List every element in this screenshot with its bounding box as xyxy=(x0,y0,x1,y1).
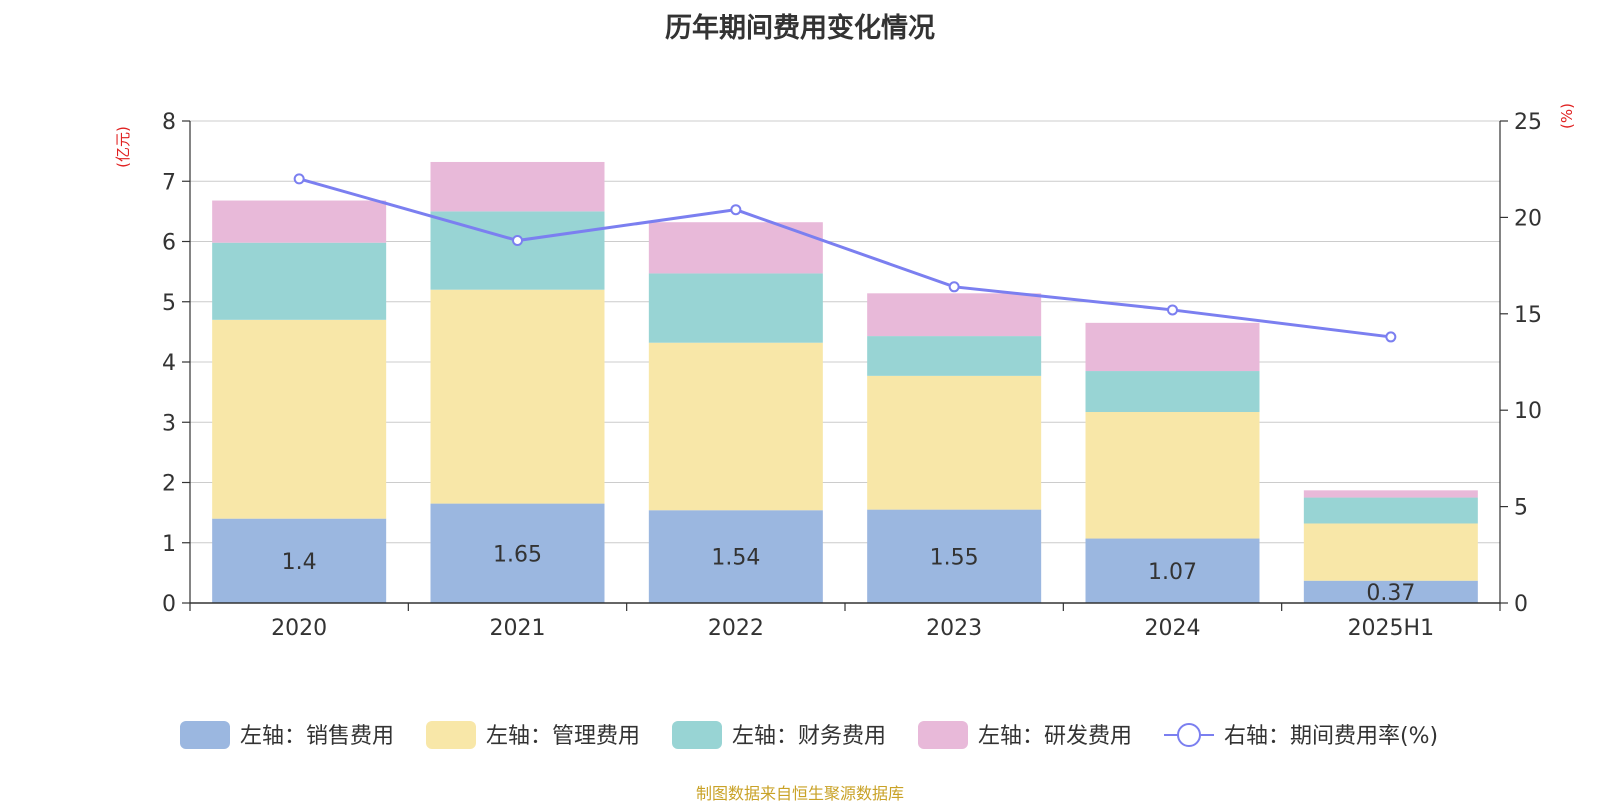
legend-swatch xyxy=(180,721,230,749)
chart-area: 0 1 2 3 4 5 6 7 8 0 5 10 15 20 25 2020 2021 2022 2023 2024 2… xyxy=(114,103,1576,749)
bar-segment-3-2024 xyxy=(1085,371,1260,413)
rate-point xyxy=(512,235,523,247)
bar-segment-2-2021 xyxy=(430,289,605,504)
bar-segment-1-2024 xyxy=(1085,538,1260,603)
legend-swatch xyxy=(672,721,722,749)
left-tick-label: 0 xyxy=(162,592,176,617)
right-axis-unit: (%) xyxy=(1558,103,1576,129)
legend-label: 左轴：管理费用 xyxy=(486,724,640,749)
bar-segment-3-2025H1 xyxy=(1303,497,1478,524)
legend[interactable]: 左轴：销售费用 左轴：管理费用 左轴：财务费用 左轴：研发费用 右轴：期间费用率(%) xyxy=(180,721,1438,749)
left-axis-unit: (亿元) xyxy=(114,126,132,168)
right-tick-label: 20 xyxy=(1514,206,1542,231)
bar-value-label: 1.4 xyxy=(282,550,317,575)
grid-lines xyxy=(190,120,1500,604)
legend-label: 左轴：研发费用 xyxy=(978,724,1132,749)
bar-segment-3-2022 xyxy=(648,273,823,343)
bar-segment-2-2025H1 xyxy=(1303,523,1478,581)
left-tick-label: 1 xyxy=(162,532,176,557)
legend-label: 左轴：财务费用 xyxy=(732,724,886,749)
bar-segment-4-2020 xyxy=(212,200,387,243)
bar-segment-1-2022 xyxy=(648,510,823,603)
bar-segment-3-2020 xyxy=(212,242,387,320)
left-tick-label: 3 xyxy=(162,411,176,436)
bar-value-label: 1.65 xyxy=(493,542,542,567)
legend-item-3[interactable]: 左轴：财务费用 xyxy=(672,721,886,749)
right-tick-label: 0 xyxy=(1514,592,1528,617)
right-tick-label: 15 xyxy=(1514,303,1542,328)
legend-item-4[interactable]: 左轴：研发费用 xyxy=(918,721,1132,749)
legend-label: 左轴：销售费用 xyxy=(240,724,394,749)
left-tick-label: 4 xyxy=(162,351,176,376)
data-labels: 1.4 1.65 1.54 1.55 1.07 0.37 xyxy=(282,542,1416,606)
legend-item-1[interactable]: 左轴：销售费用 xyxy=(180,721,394,749)
x-tick-label: 2025H1 xyxy=(1348,616,1435,641)
chart-title: 历年期间费用变化情况 xyxy=(665,13,935,44)
legend-item-5[interactable]: 右轴：期间费用率(%) xyxy=(1164,723,1438,749)
legend-label: 右轴：期间费用率(%) xyxy=(1224,724,1438,749)
legend-swatch xyxy=(426,721,476,749)
x-tick-label: 2020 xyxy=(271,616,327,641)
bar-value-label: 1.55 xyxy=(930,545,979,570)
legend-item-2[interactable]: 左轴：管理费用 xyxy=(426,721,640,749)
rate-point xyxy=(948,281,960,293)
x-tick-label: 2024 xyxy=(1145,616,1201,641)
bar-value-label: 0.37 xyxy=(1366,581,1415,606)
bar-segment-2-2022 xyxy=(648,342,823,511)
rate-point xyxy=(1167,304,1178,316)
left-tick-label: 5 xyxy=(162,291,176,316)
bar-segment-2-2020 xyxy=(212,319,387,519)
bar-segment-4-2023 xyxy=(867,293,1042,337)
bar-segment-2-2024 xyxy=(1085,412,1260,539)
right-tick-label: 5 xyxy=(1514,496,1528,521)
x-tick-label: 2023 xyxy=(926,616,982,641)
bar-segment-3-2023 xyxy=(867,336,1042,376)
left-tick-label: 7 xyxy=(162,170,176,195)
bar-value-label: 1.54 xyxy=(711,546,760,571)
x-tick-label: 2021 xyxy=(490,616,546,641)
bar-segment-4-2024 xyxy=(1085,322,1260,372)
x-tick-label: 2022 xyxy=(708,616,764,641)
bar-value-label: 1.07 xyxy=(1148,560,1197,585)
rate-line xyxy=(293,173,1397,343)
rate-point xyxy=(293,173,305,185)
bar-segment-1-2023 xyxy=(867,509,1042,603)
legend-swatch xyxy=(918,721,968,749)
bar-segment-2-2023 xyxy=(867,375,1042,510)
bar-segment-4-2025H1 xyxy=(1303,490,1478,498)
left-tick-label: 8 xyxy=(162,110,176,135)
legend-marker xyxy=(1177,723,1201,747)
rate-point xyxy=(730,204,742,216)
right-tick-label: 10 xyxy=(1514,399,1542,424)
bar-segment-1-2021 xyxy=(430,503,605,603)
left-tick-label: 6 xyxy=(162,231,176,256)
bar-segment-1-2020 xyxy=(212,518,387,603)
bar-segment-1-2025H1 xyxy=(1303,580,1478,603)
axes: 0 1 2 3 4 5 6 7 8 0 5 10 15 20 25 2020 2021 2022 2023 2024 2… xyxy=(114,103,1576,641)
stacked-bars xyxy=(212,161,1478,603)
rate-line-path xyxy=(298,177,1392,339)
left-tick-label: 2 xyxy=(162,472,176,497)
right-tick-label: 25 xyxy=(1514,110,1542,135)
rate-point xyxy=(1385,331,1397,343)
source-note: 制图数据来自恒生聚源数据库 xyxy=(695,784,904,803)
bar-segment-4-2021 xyxy=(430,161,605,212)
